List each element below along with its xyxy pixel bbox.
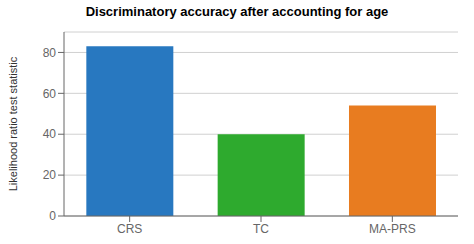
svg-text:Likelihood ratio test statisti: Likelihood ratio test statistic (8, 56, 19, 191)
svg-text:40: 40 (43, 127, 57, 141)
svg-text:20: 20 (43, 168, 57, 182)
svg-text:80: 80 (43, 46, 57, 60)
svg-text:MA-PRS: MA-PRS (369, 222, 416, 236)
svg-text:TC: TC (253, 222, 269, 236)
svg-text:60: 60 (43, 87, 57, 101)
svg-text:CRS: CRS (117, 222, 142, 236)
html-text:Discriminatory accuracy after: Discriminatory accuracy after accounting… (85, 4, 389, 19)
svg-text:0: 0 (49, 209, 56, 223)
